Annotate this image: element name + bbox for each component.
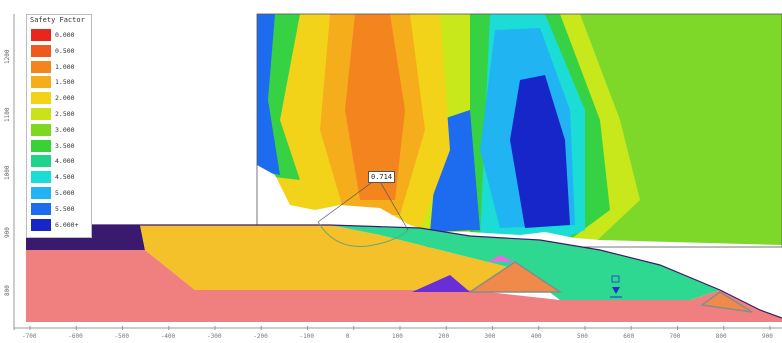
legend-swatch [31,60,51,73]
legend-item: 2.000 [31,92,89,105]
x-tick-label: 600 [623,333,635,340]
legend-label: 3.000 [55,125,75,134]
x-tick-label: 0 [345,333,350,340]
y-tick-label: 1000 [4,165,11,180]
x-tick-label: -300 [207,333,222,340]
y-tick-label: 1200 [4,49,11,64]
legend-item: 4.500 [31,171,89,184]
legend-swatch [31,171,51,184]
legend-swatch [31,108,51,120]
safety-factor-legend: Safety Factor 0.000 0.500 1.000 1.500 2.000 2… [26,14,92,238]
x-tick-label: 800 [715,333,727,340]
legend-swatch [31,187,51,199]
legend-label: 5.000 [55,189,75,197]
x-tick-label: -200 [253,333,268,340]
contour-left-edge [257,14,280,175]
y-tick-label: 800 [4,285,11,296]
y-tick-label: 1100 [4,107,11,122]
legend-label: 5.500 [55,204,75,213]
legend-item: 3.500 [31,139,89,152]
fill-layer [140,225,560,290]
x-tick-label: 200 [438,333,450,340]
dyke-toe [700,291,753,313]
legend-swatch [31,155,51,168]
legend-swatch [31,92,51,105]
contour-deep-blue-right [510,75,570,228]
x-tick-label: 100 [392,333,403,340]
y-tick-label: 900 [4,227,11,238]
legend-swatch [31,218,51,231]
purple-lens [412,275,470,292]
legend-title: Safety Factor [30,16,85,24]
x-tick-label: -600 [68,333,83,340]
water-table-icon [612,287,620,294]
contour-right-green [580,14,782,247]
pink-lens [488,255,515,262]
legend-label: 2.500 [55,110,75,118]
legend-item: 2.500 [31,108,89,120]
legend-swatch [31,202,51,215]
legend-label: 2.000 [55,94,75,103]
factor-of-safety-label[interactable]: 0.714 [368,171,396,183]
legend-swatch [31,44,51,57]
legend-item: 4.000 [31,155,89,168]
ground-surface-line [26,224,782,319]
x-tick-label: 900 [762,333,773,340]
x-tick-label: -400 [160,333,176,340]
contour-orange-core [345,14,405,200]
x-tick-label: -500 [114,333,129,340]
x-tick-label: 300 [484,333,496,340]
legend-label: 0.500 [55,46,75,55]
legend-label: 0.000 [55,31,75,39]
critical-slip-circle[interactable] [317,221,409,247]
x-tick-label: -100 [299,333,314,340]
legend-item: 0.000 [31,29,89,41]
legend-item: 6.000+ [31,218,89,231]
legend-label: 1.500 [55,78,75,87]
legend-item: 1.000 [31,60,89,73]
legend-swatch [31,76,51,89]
legend-label: 4.500 [55,173,75,182]
water-marker-box [611,275,620,283]
legend-item: 3.000 [31,123,89,136]
dyke-center [467,261,563,293]
legend-label: 4.000 [55,157,75,166]
x-tick-label: -700 [22,333,37,340]
legend-item: 5.000 [31,187,89,199]
legend-label: 6.000+ [55,220,79,229]
legend-label: 3.500 [55,141,75,150]
x-tick-label: 400 [530,333,542,340]
legend-item: 5.500 [31,202,89,215]
legend-item: 0.500 [31,44,89,57]
legend-label: 1.000 [55,62,75,71]
bedrock-layer [26,250,782,322]
x-tick-label: 500 [577,333,588,340]
x-tick-label: 700 [669,333,681,340]
legend-swatch [31,139,51,152]
waste-layer [330,225,720,300]
x-axis-ticks [29,326,771,330]
legend-swatch [31,123,51,136]
legend-item: 1.500 [31,76,89,89]
legend-swatch [31,29,51,41]
